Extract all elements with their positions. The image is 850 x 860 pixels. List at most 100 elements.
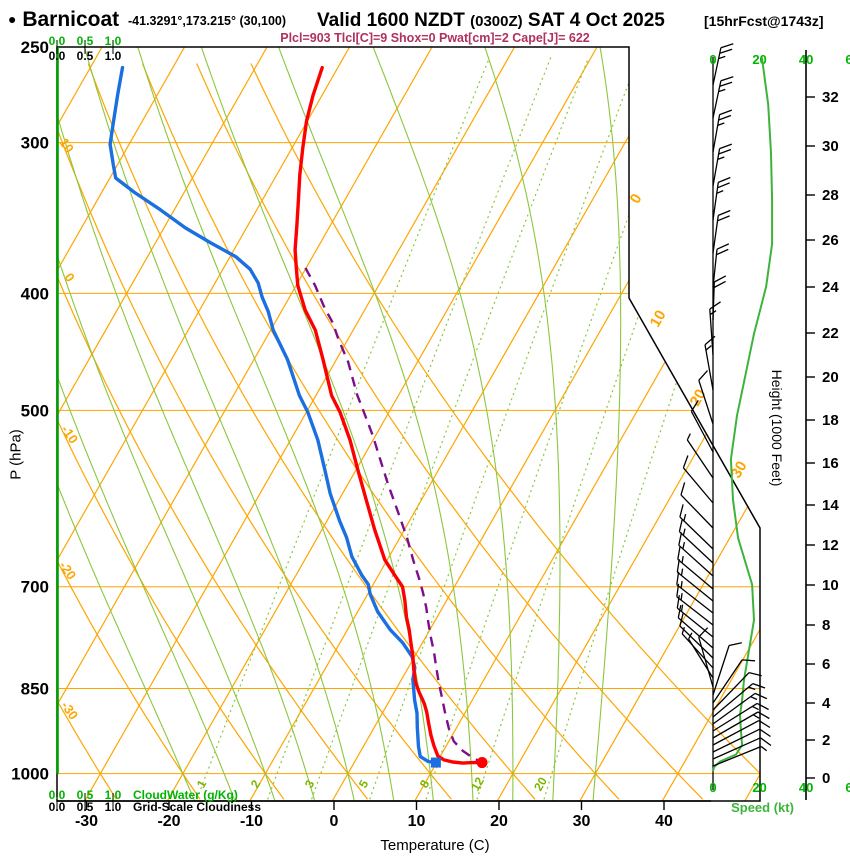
temperature-tick-label: -20 [157, 813, 180, 830]
pressure-axis: 250 300 400 500 700 850 1000 [11, 38, 49, 784]
wind-barb [677, 546, 714, 590]
wind-barb [712, 642, 742, 696]
isotherm-label: 10 [647, 307, 670, 330]
pressure-tick-label: 250 [21, 38, 49, 57]
moist-adiabat-line [592, 47, 622, 801]
cloudwater-scale-label: 0.0 [49, 34, 66, 48]
dry-adiabat-label: 0 [61, 270, 77, 285]
speed-tick-label-top: 60 [845, 52, 850, 67]
surface-temperature-marker [476, 757, 488, 769]
wind-barb [690, 400, 714, 453]
bullet-icon: ● [8, 11, 17, 27]
wind-barb [712, 659, 756, 704]
wind-barb [679, 613, 714, 659]
isobar-lines [57, 142, 760, 775]
temperature-axis: -30 -20 -10 0 10 20 30 40 [57, 800, 711, 830]
station-coordinates: -41.3291°,173.215° (30,100) [128, 14, 287, 28]
mixing-ratio-label: 20 [531, 774, 550, 793]
cloudwater-scale-label: 0.0 [49, 788, 66, 802]
wind-barb [676, 571, 714, 614]
cloudwater-scale-label: 0.5 [77, 788, 94, 802]
cloudiness-scale-label: 0.5 [77, 800, 94, 814]
valid-date: SAT 4 Oct 2025 [522, 10, 665, 31]
dry-adiabat-line [57, 63, 117, 800]
wind-speed-curve [712, 57, 774, 772]
temperature-tick-label: 0 [330, 813, 339, 830]
isotherm-line [414, 47, 760, 801]
parcel-ascent-curve [304, 267, 483, 764]
isotherm-line [496, 47, 760, 801]
pressure-axis-title: P (hPa) [7, 429, 25, 480]
pressure-tick-label: 700 [21, 578, 49, 597]
moist-adiabat-line [278, 47, 474, 801]
moist-adiabat-line [200, 47, 434, 801]
wind-barb [682, 455, 714, 504]
wind-barb [712, 692, 768, 725]
cloudwater-scale-label: 0.5 [77, 34, 94, 48]
wind-barb [712, 243, 730, 288]
temperature-tick-label: -10 [240, 813, 263, 830]
temperature-curve [293, 65, 484, 765]
height-tick-label: 4 [822, 695, 831, 712]
mixing-ratio-label: 2 [248, 777, 264, 790]
height-tick-label: 14 [822, 497, 839, 514]
wind-barb [712, 109, 733, 153]
isotherm-label: 20 [687, 386, 710, 409]
pressure-tick-label: 1000 [11, 765, 49, 784]
isotherm-line [57, 47, 433, 801]
dry-adiabat-label: -30 [58, 698, 81, 722]
wind-barb [709, 301, 721, 356]
height-axis-title: Height (1000 Feet) [769, 369, 785, 487]
wind-barb [712, 682, 766, 718]
pressure-tick-label: 850 [21, 679, 49, 698]
temperature-tick-label: 20 [490, 813, 508, 830]
valid-zulu: (0300Z) [470, 13, 523, 30]
surface-dewpoint-marker [430, 757, 441, 768]
cloudiness-scale-label: 0.0 [49, 49, 66, 63]
height-tick-label: 10 [822, 577, 839, 594]
cloudiness-scale-label: 1.0 [105, 49, 122, 63]
height-tick-label: 20 [822, 369, 839, 386]
temperature-tick-label: 40 [655, 813, 673, 830]
speed-tick-label-bottom: 0 [709, 780, 716, 795]
isotherm-line [57, 47, 268, 801]
wind-barb [677, 604, 714, 649]
wind-barb [712, 275, 727, 321]
wind-barbs [676, 43, 772, 767]
height-tick-label: 0 [822, 770, 830, 787]
isotherm-line [249, 47, 681, 801]
dry-adiabat-label: 10 [56, 135, 77, 155]
dry-adiabat-label: -10 [58, 422, 81, 446]
wind-barb [704, 335, 716, 391]
station-title: ● Barnicoat [8, 8, 119, 32]
wind-barb [698, 370, 714, 425]
moist-adiabat-line [372, 47, 514, 801]
height-tick-label: 18 [822, 412, 839, 429]
height-tick-label: 22 [822, 325, 839, 342]
cloudwater-scale-label: 1.0 [105, 788, 122, 802]
wind-barb [712, 737, 772, 760]
wind-barb [712, 720, 771, 746]
wind-barb [680, 482, 714, 529]
dewpoint-curve [108, 65, 438, 765]
wind-barb [712, 76, 734, 119]
cloudiness-scale-label: 0.5 [77, 49, 94, 63]
grid-lines [57, 47, 760, 801]
wind-barb [678, 518, 714, 564]
height-tick-label: 26 [822, 232, 839, 249]
speed-tick-label-top: 0 [709, 52, 716, 67]
valid-time: Valid 1600 NZDT (0300Z) SAT 4 Oct 2025 [317, 10, 665, 32]
wind-barb [698, 627, 714, 688]
isotherm-lines [57, 47, 760, 801]
mixing-ratio-line [196, 57, 491, 800]
cloudwater-scale-title: CloudWater (g/Kg) [133, 788, 238, 802]
mixing-ratio-label: 5 [356, 777, 372, 790]
height-tick-label: 28 [822, 187, 839, 204]
isotherm-label: 30 [728, 458, 751, 481]
wind-barb [712, 143, 733, 187]
isotherm-line [166, 47, 598, 801]
speed-tick-label-top: 20 [752, 52, 766, 67]
height-tick-label: 16 [822, 455, 839, 472]
sounding-indices: Plcl=903 Tlcl[C]=9 Shox=0 Pwat[cm]=2 Cap… [280, 31, 590, 45]
